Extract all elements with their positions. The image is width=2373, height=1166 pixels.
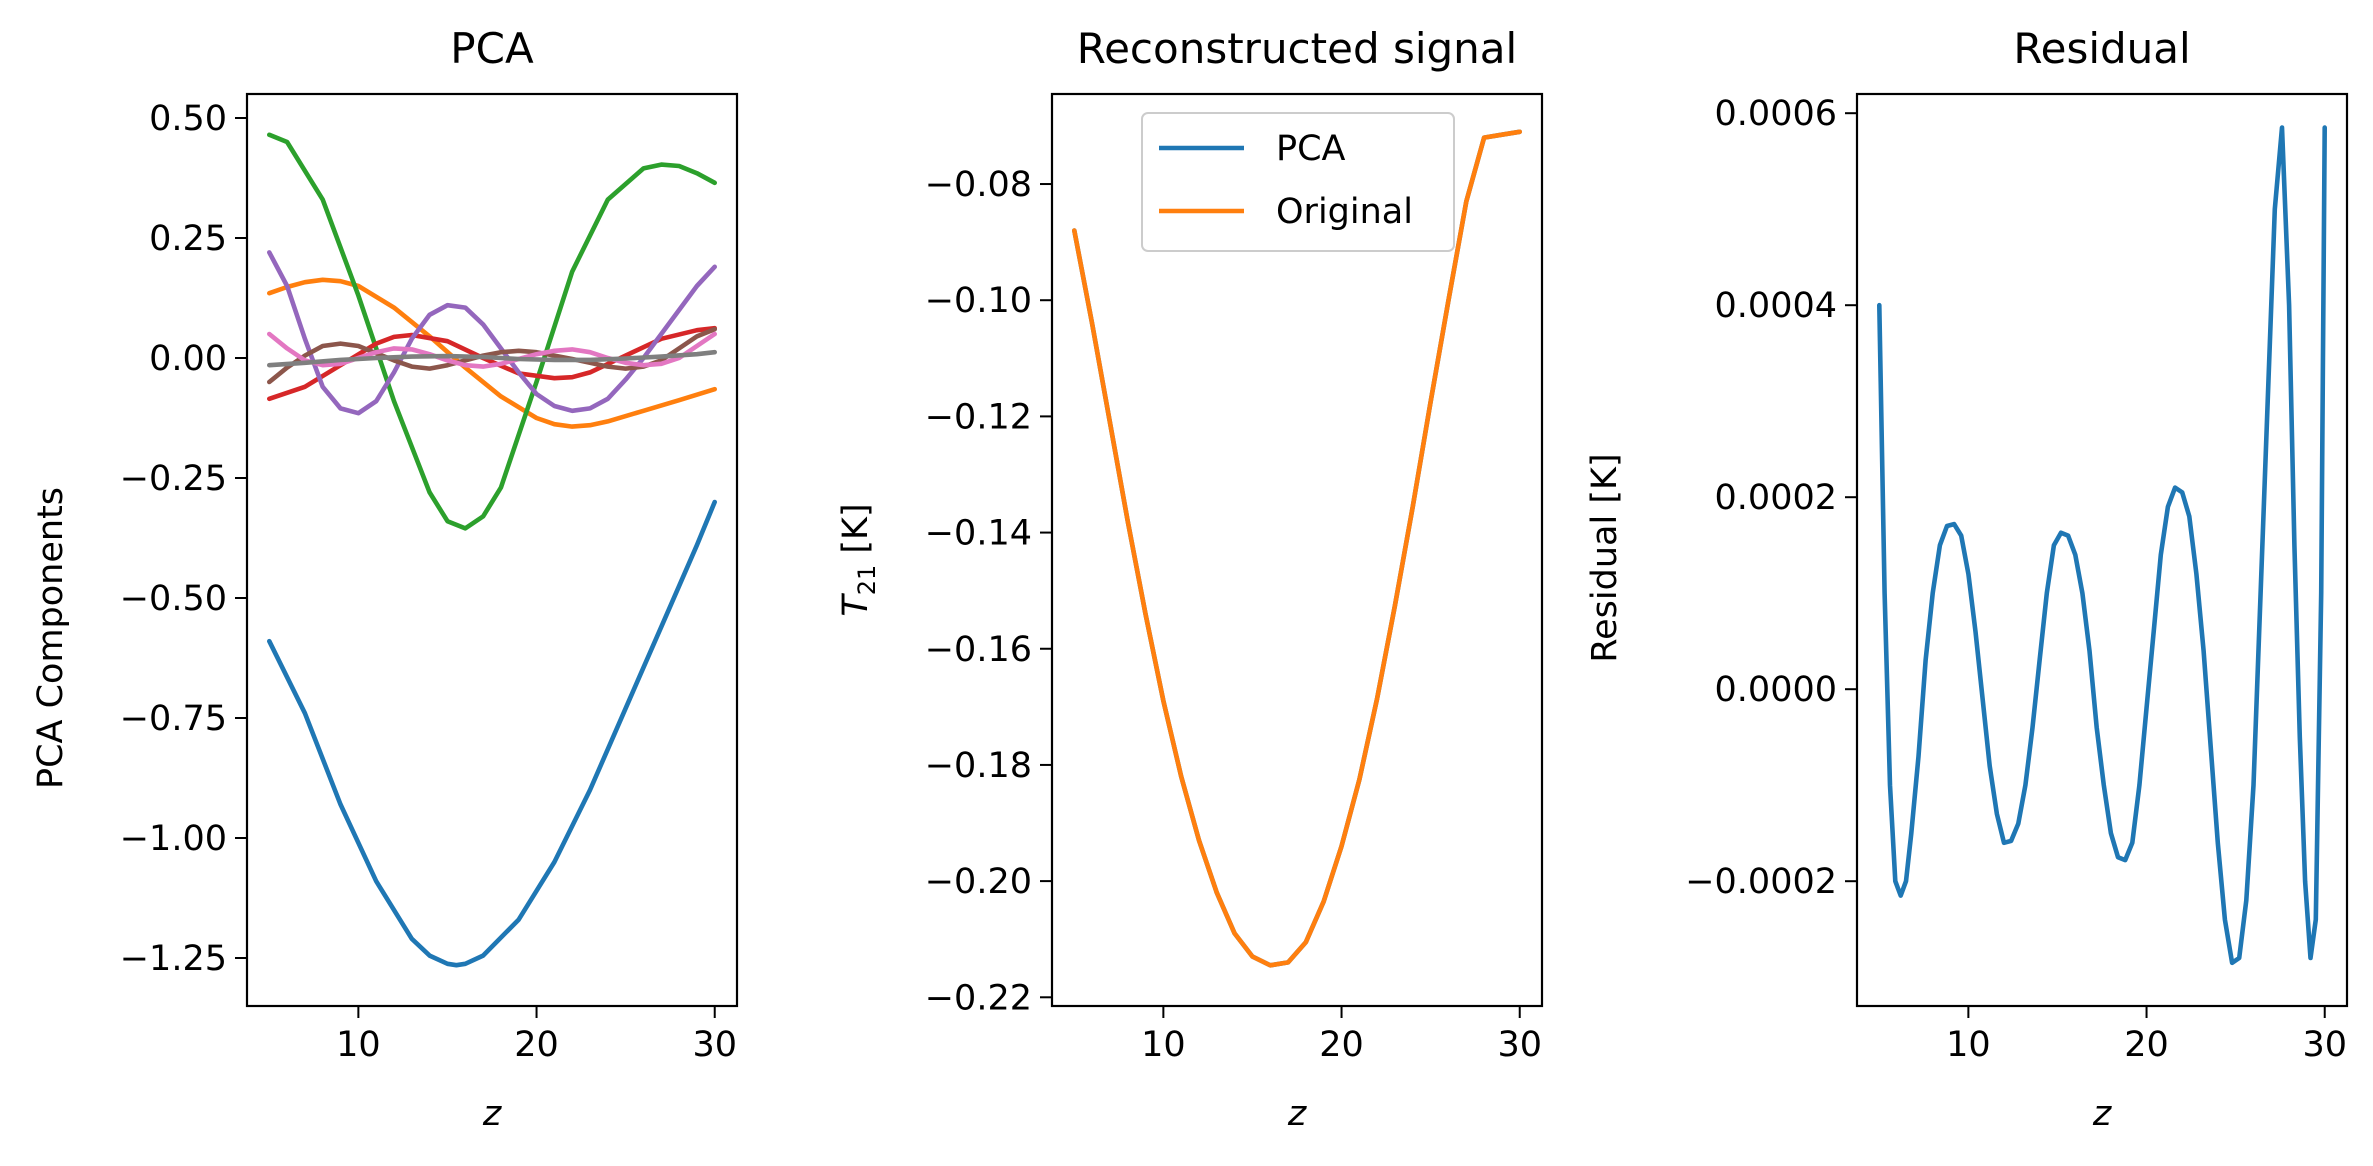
y-axis-label: Residual [K] [1585, 453, 1625, 662]
residual-chart: Residual Residual [K] z 10 20 30 0.0006 0.00… [1585, 24, 2349, 1134]
series-line-5 [266, 250, 718, 416]
x-tick-label: 20 [1319, 1025, 1364, 1065]
plot-area [1072, 129, 1522, 968]
series-line-7 [266, 331, 718, 369]
axis-ticks: 10 20 30 0.50 0.25 0.00 −0.25 −0.50 −0.75 −1.00 −1… [120, 99, 737, 1065]
axes-frame [1855, 92, 2349, 1008]
y-axis-label: PCA Components [31, 487, 71, 789]
y-tick-label: −0.22 [925, 978, 1032, 1018]
x-tick-label: 20 [2124, 1025, 2169, 1065]
y-tick-label: −0.20 [925, 862, 1032, 902]
x-tick-label: 10 [336, 1025, 381, 1065]
axes-frame [1050, 92, 1544, 1008]
y-tick-label: −0.14 [925, 514, 1032, 554]
reconstructed-signal-chart: Reconstructed signal T21 [K] z 10 20 30 −0.… [836, 24, 1544, 1134]
axis-ticks: 10 20 30 −0.08 −0.10 −0.12 −0.14 −0.16 −0.18 −0.2… [925, 165, 1542, 1065]
y-tick-label: −1.00 [120, 819, 227, 859]
y-tick-label: 0.0004 [1715, 286, 1837, 326]
y-tick-label: 0.0006 [1715, 94, 1837, 134]
plot-area [266, 132, 718, 968]
y-axis-label: T21 [K] [836, 503, 881, 616]
chart-title: Residual [2013, 24, 2190, 73]
series-line-1 [266, 499, 718, 968]
series-line-pca [1072, 129, 1522, 968]
y-tick-label: −0.08 [925, 165, 1032, 205]
y-tick-label: 0.0000 [1715, 670, 1837, 710]
y-tick-label: −0.18 [925, 746, 1032, 786]
x-tick-label: 10 [1946, 1025, 1991, 1065]
x-tick-label: 30 [1497, 1025, 1542, 1065]
x-tick-label: 30 [692, 1025, 737, 1065]
series-line-2 [266, 277, 718, 429]
legend-label-original: Original [1276, 192, 1413, 232]
legend: PCA Original [1141, 112, 1455, 252]
x-tick-label: 30 [2302, 1025, 2347, 1065]
x-tick-label: 10 [1141, 1025, 1186, 1065]
y-tick-label: −0.16 [925, 630, 1032, 670]
plot-area [1877, 125, 2327, 966]
pca-components-chart: PCA PCA Components z 10 20 30 0.50 0.25 0.00 −… [31, 24, 739, 1134]
y-tick-label: −0.25 [120, 459, 227, 499]
axis-ticks: 10 20 30 0.0006 0.0004 0.0002 0.0000 −0.0002 [1685, 94, 2347, 1065]
chart-title: Reconstructed signal [1077, 24, 1517, 73]
series-line-3 [266, 132, 718, 531]
x-tick-label: 20 [514, 1025, 559, 1065]
y-tick-label: −1.25 [120, 939, 227, 979]
y-tick-label: −0.50 [120, 579, 227, 619]
series-line-8 [266, 349, 718, 368]
y-tick-label: 0.00 [149, 339, 227, 379]
chart-title: PCA [450, 24, 534, 73]
y-tick-label: −0.10 [925, 281, 1032, 321]
axes-frame [245, 92, 739, 1008]
y-tick-label: −0.12 [925, 397, 1032, 437]
y-tick-label: 0.50 [149, 99, 227, 139]
series-line-original [1072, 129, 1522, 968]
legend-label-pca: PCA [1276, 129, 1346, 169]
x-axis-label: z [2092, 1094, 2112, 1134]
y-tick-label: −0.75 [120, 699, 227, 739]
y-tick-label: 0.25 [149, 219, 227, 259]
x-axis-label: z [1287, 1094, 1307, 1134]
series-line-1 [1877, 125, 2327, 966]
y-tick-label: 0.0002 [1715, 478, 1837, 518]
y-tick-label: −0.0002 [1685, 862, 1837, 902]
x-axis-label: z [482, 1094, 502, 1134]
